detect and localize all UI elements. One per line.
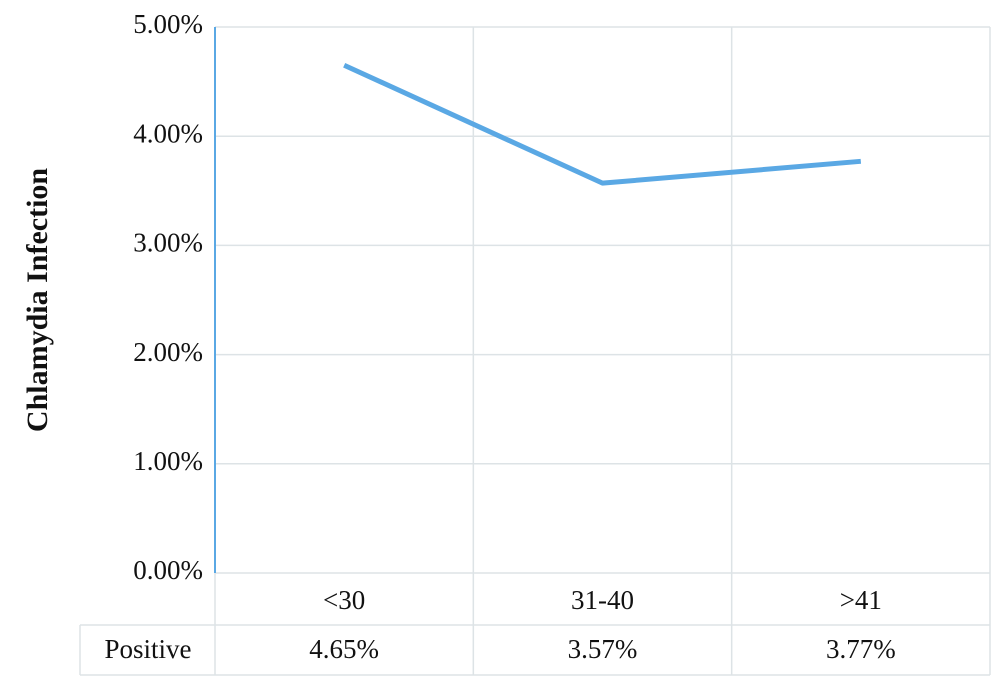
line-series: [343, 62, 862, 186]
table-row-label: Positive: [104, 634, 191, 664]
table-value: 3.77%: [826, 634, 896, 664]
x-tick-label: >41: [840, 585, 882, 615]
y-tick-label: 5.00%: [133, 9, 203, 39]
y-tick-label: 0.00%: [133, 555, 203, 585]
y-axis-label: Chlamydia Infection: [21, 168, 54, 433]
x-tick-label: 31-40: [571, 585, 634, 615]
table-value: 4.65%: [309, 634, 379, 664]
x-tick-label: <30: [323, 585, 365, 615]
y-tick-label: 4.00%: [133, 118, 203, 148]
y-tick-label: 2.00%: [133, 337, 203, 367]
table-value: 3.57%: [568, 634, 638, 664]
y-tick-label: 1.00%: [133, 446, 203, 476]
y-tick-label: 3.00%: [133, 228, 203, 258]
